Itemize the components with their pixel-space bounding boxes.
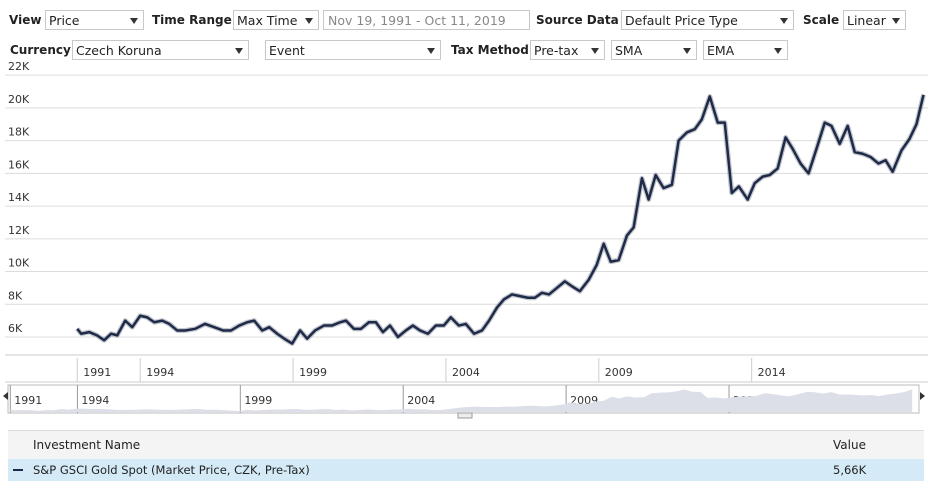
x-tick-label: 2014 <box>758 366 786 379</box>
label: Currency <box>10 43 71 57</box>
y-tick-label: 18K <box>8 126 30 139</box>
nav-handle[interactable] <box>457 412 473 419</box>
label: Tax Method <box>451 43 529 57</box>
series-value: 5,66K <box>833 463 867 477</box>
y-tick-label: 8K <box>8 289 23 302</box>
label: View <box>9 13 42 27</box>
series-line <box>76 94 925 345</box>
nav-tick-label: 1991 <box>14 394 42 407</box>
series-icon <box>13 469 23 471</box>
x-tick-label: 2009 <box>605 366 633 379</box>
nav-arrow[interactable] <box>920 392 925 400</box>
y-tick-label: 12K <box>8 224 30 237</box>
series-name: S&P GSCI Gold Spot (Market Price, CZK, P… <box>33 463 310 477</box>
y-tick-label: 20K <box>8 93 30 106</box>
x-tick-label: 2004 <box>452 366 480 379</box>
nav-tick-label: 2004 <box>407 394 435 407</box>
x-tick-label: 1994 <box>146 366 174 379</box>
date-range-input[interactable]: Nov 19, 1991 - Oct 11, 2019 <box>323 10 530 30</box>
view-select[interactable]: Price <box>45 10 144 30</box>
currency-select[interactable]: Czech Koruna <box>72 40 249 60</box>
table-row[interactable]: S&P GSCI Gold Spot (Market Price, CZK, P… <box>8 459 924 481</box>
nav-arrow[interactable] <box>3 392 8 400</box>
y-tick-label: 10K <box>8 257 30 270</box>
event-select[interactable]: Event <box>265 40 441 60</box>
y-tick-label: 6K <box>8 322 23 335</box>
y-tick-label: 14K <box>8 191 30 204</box>
nav-area <box>10 389 913 412</box>
nav-tick-label: 1994 <box>81 394 109 407</box>
table-header: Investment Name Value <box>8 430 924 459</box>
header-cell: Investment Name <box>33 438 141 452</box>
header-cell: Value <box>833 438 866 452</box>
label: Time Range <box>152 13 232 27</box>
sma-select[interactable]: SMA <box>611 40 697 60</box>
nav-tick-label: 1999 <box>244 394 272 407</box>
source-select[interactable]: Default Price Type <box>621 10 794 30</box>
label: Scale <box>803 13 840 27</box>
ema-select[interactable]: EMA <box>703 40 788 60</box>
y-tick-label: 22K <box>8 60 30 73</box>
tax-select[interactable]: Pre-tax <box>530 40 605 60</box>
x-tick-label: 1999 <box>299 366 327 379</box>
y-tick-label: 16K <box>8 158 30 171</box>
label: Source Data <box>536 13 619 27</box>
series-line-halo <box>75 93 926 347</box>
time-range-select[interactable]: Max Time <box>233 10 319 30</box>
scale-select[interactable]: Linear <box>843 10 906 30</box>
x-tick-label: 1991 <box>83 366 111 379</box>
